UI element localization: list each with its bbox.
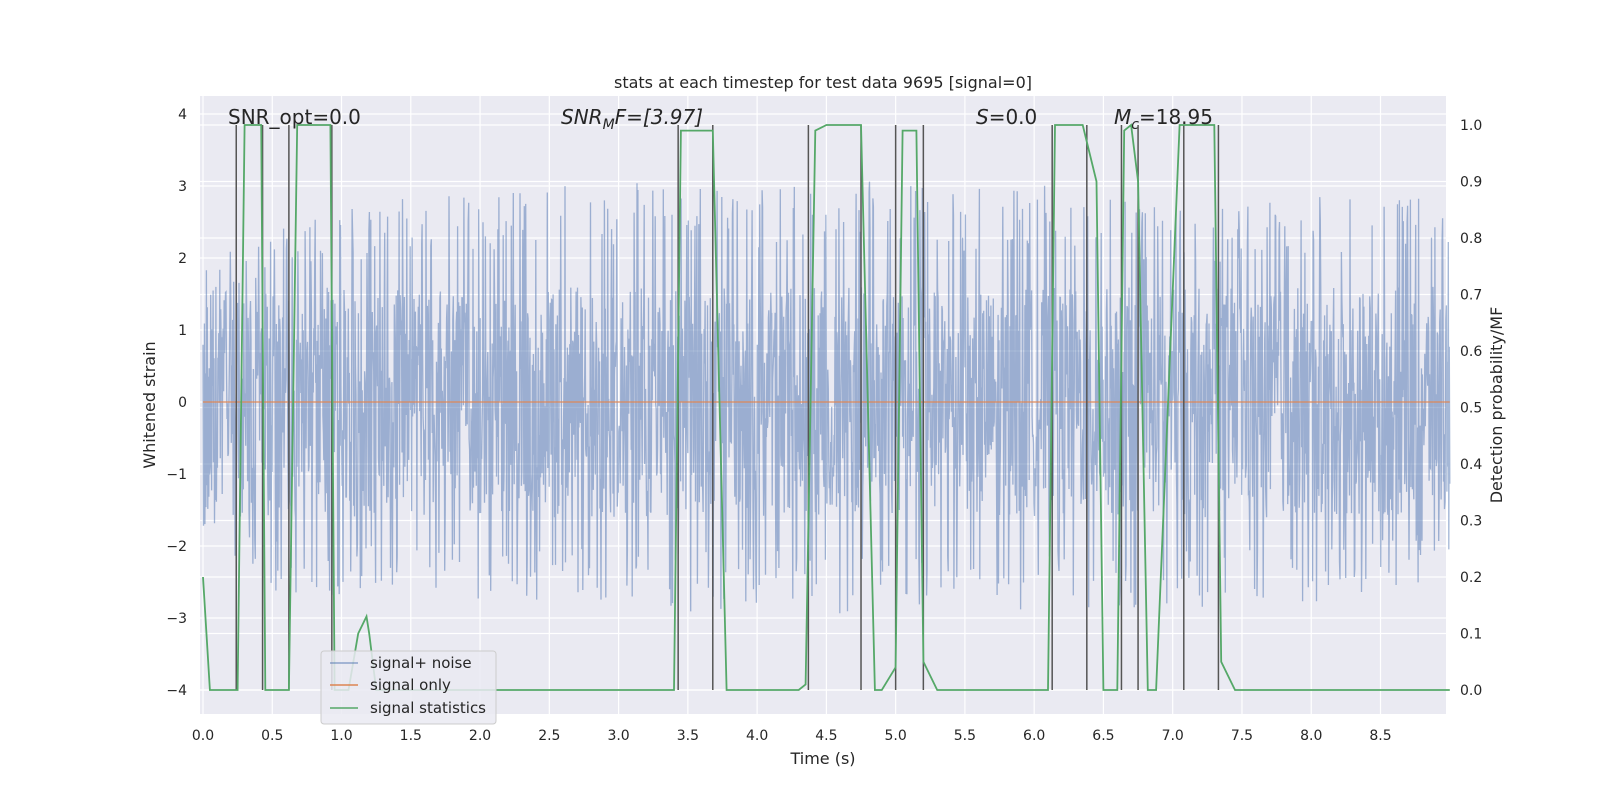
x-tick-label: 5.5: [954, 728, 976, 744]
x-tick-label: 7.0: [1162, 728, 1184, 744]
x-tick-label: 0.0: [192, 728, 214, 744]
annotation-snr-mf: SNRMF=[3.97]: [561, 105, 703, 133]
y2-axis-ticks: 1.0 0.9 0.8 0.7 0.6 0.5 0.4 0.3 0.2 0.1 0.0: [1460, 118, 1482, 699]
x-axis-label: Time (s): [789, 749, 855, 768]
annotation-snr-opt: SNR_opt=0.0: [228, 105, 361, 129]
y2-tick-label: 0.9: [1460, 175, 1482, 191]
annotation-s: S=0.0: [976, 105, 1037, 129]
x-tick-label: 5.0: [885, 728, 907, 744]
noise-series: [202, 181, 1451, 614]
noise-trace: [202, 181, 1451, 614]
y-tick-label: 2: [178, 251, 187, 267]
x-tick-label: 6.5: [1092, 728, 1114, 744]
y-tick-label: −1: [166, 467, 187, 483]
legend-label-signal-statistics: signal statistics: [370, 699, 486, 717]
y-tick-label: 3: [178, 179, 187, 195]
y-tick-label: 0: [178, 395, 187, 411]
y-axis-ticks: 4 3 2 1 0 −1 −2 −3 −4: [166, 107, 187, 699]
x-tick-label: 2.5: [538, 728, 560, 744]
annotation-mc: Mc=18.95: [1114, 105, 1213, 133]
x-tick-label: 1.0: [330, 728, 352, 744]
x-axis-ticks: 0.0 0.5 1.0 1.5 2.0 2.5 3.0 3.5 4.0 4.5 5.0 5.5 6.0 6…: [192, 728, 1392, 744]
y2-tick-label: 0.0: [1460, 683, 1482, 699]
y2-tick-label: 0.2: [1460, 570, 1482, 586]
x-tick-label: 8.0: [1300, 728, 1322, 744]
y-tick-label: −3: [166, 611, 187, 627]
y-tick-label: 1: [178, 323, 187, 339]
legend-label-signal-only: signal only: [370, 676, 451, 694]
x-tick-label: 4.0: [746, 728, 768, 744]
y-axis-label: Whitened strain: [140, 341, 159, 468]
y2-tick-label: 0.6: [1460, 344, 1482, 360]
y2-tick-label: 0.7: [1460, 288, 1482, 304]
chart-title: stats at each timestep for test data 969…: [614, 73, 1032, 92]
x-tick-label: 7.5: [1231, 728, 1253, 744]
y2-tick-label: 0.1: [1460, 627, 1482, 643]
y-tick-label: 4: [178, 107, 187, 123]
y-tick-label: −2: [166, 539, 187, 555]
signal-statistics-line: [202, 123, 1450, 691]
y2-tick-label: 0.5: [1460, 401, 1482, 417]
x-tick-label: 6.0: [1023, 728, 1045, 744]
y2-tick-label: 0.3: [1460, 514, 1482, 530]
x-tick-label: 0.5: [261, 728, 283, 744]
x-tick-label: 3.5: [677, 728, 699, 744]
x-tick-label: 8.5: [1369, 728, 1391, 744]
legend: signal+ noise signal only signal statist…: [320, 650, 497, 725]
signal-statistics-series: [202, 123, 1450, 691]
y2-tick-label: 1.0: [1460, 118, 1482, 134]
x-tick-label: 1.5: [400, 728, 422, 744]
y2-axis-label: Detection probability/MF: [1487, 307, 1506, 504]
y2-tick-label: 0.4: [1460, 457, 1482, 473]
x-tick-label: 3.0: [607, 728, 629, 744]
legend-box: [320, 650, 497, 725]
x-tick-label: 4.5: [815, 728, 837, 744]
y-tick-label: −4: [166, 683, 187, 699]
x-tick-label: 2.0: [469, 728, 491, 744]
y2-tick-label: 0.8: [1460, 231, 1482, 247]
legend-label-signal-noise: signal+ noise: [370, 654, 472, 672]
